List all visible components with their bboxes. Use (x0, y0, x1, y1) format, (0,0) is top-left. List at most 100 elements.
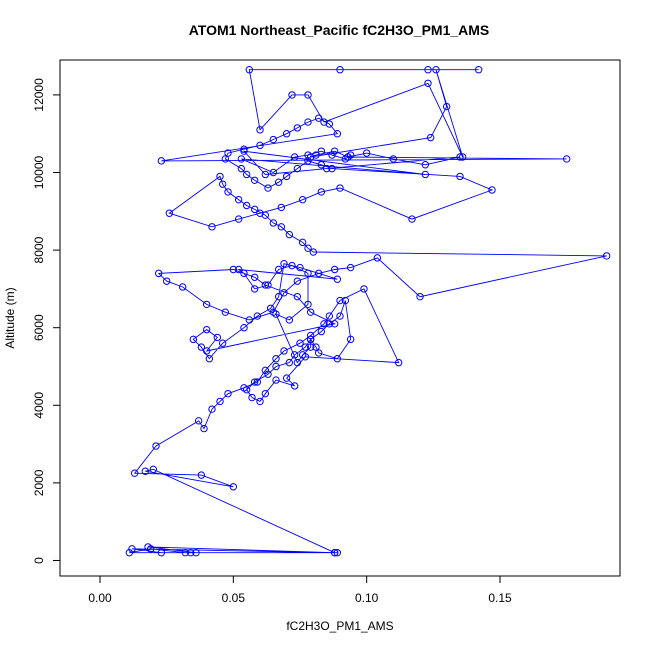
data-point (314, 349, 323, 357)
x-axis-label: fC2H3O_PM1_AMS (286, 619, 393, 633)
data-point (285, 316, 294, 324)
data-point (237, 164, 246, 173)
x-tick-label: 0.05 (222, 591, 246, 605)
data-point (293, 164, 302, 173)
data-point (301, 343, 310, 351)
data-point (240, 323, 248, 332)
data-point (157, 157, 166, 165)
data-point (237, 155, 246, 163)
data-point (389, 155, 398, 163)
data-point (277, 203, 286, 212)
data-point (325, 320, 334, 328)
x-tick-label: 0.00 (88, 591, 112, 605)
data-point (336, 65, 344, 74)
data-point (280, 347, 288, 355)
data-point (269, 135, 278, 144)
data-point (240, 145, 248, 153)
data-point (194, 417, 203, 425)
x-tick-label: 0.15 (488, 591, 512, 605)
y-tick-label: 0 (32, 557, 46, 564)
data-point (253, 378, 262, 386)
data-point (216, 172, 224, 181)
data-point (272, 376, 280, 384)
data-point (242, 386, 251, 394)
data-point (341, 296, 350, 305)
data-point (218, 180, 227, 188)
data-point (282, 130, 291, 138)
data-point (253, 312, 262, 320)
data-point (213, 333, 222, 342)
data-point (280, 289, 288, 297)
data-point (320, 320, 328, 328)
data-point (317, 327, 326, 336)
data-point (130, 469, 139, 477)
data-point (290, 382, 299, 390)
data-point (216, 397, 224, 406)
data-point (269, 219, 278, 227)
y-tick-label: 10000 (32, 156, 46, 190)
data-point (304, 91, 312, 99)
data-point (152, 442, 160, 450)
x-axis: 0.00 0.05 0.10 0.15 (88, 575, 512, 605)
data-point (346, 335, 355, 344)
data-point (296, 339, 304, 347)
data-point (317, 188, 326, 196)
data-point (394, 358, 403, 367)
data-point (192, 549, 200, 557)
data-point (245, 316, 254, 324)
data-point (317, 147, 326, 155)
data-point (298, 238, 307, 247)
point-layer (125, 65, 611, 557)
data-point (242, 170, 251, 179)
chart-title: ATOM1 Northeast_Pacific fC2H3O_PM1_AMS (189, 22, 490, 38)
y-tick-label: 2000 (32, 469, 46, 496)
data-point (488, 186, 496, 194)
data-point (261, 389, 270, 398)
data-point (330, 549, 339, 557)
data-point (128, 545, 136, 553)
data-point (285, 358, 294, 367)
data-point (456, 172, 464, 181)
data-point (274, 178, 283, 186)
data-point (202, 300, 211, 309)
data-point (200, 424, 208, 433)
data-point (234, 215, 243, 223)
data-point (421, 170, 430, 179)
data-point (306, 308, 315, 316)
data-point (261, 170, 270, 179)
y-tick-label: 6000 (32, 314, 46, 341)
data-point (202, 347, 211, 355)
data-point (234, 195, 243, 204)
data-point (309, 248, 318, 256)
data-point (293, 124, 302, 132)
data-point (274, 292, 283, 301)
data-point (282, 374, 291, 382)
data-point (197, 471, 206, 479)
y-tick-label: 4000 (32, 392, 46, 419)
data-point (274, 265, 283, 274)
data-point (256, 126, 264, 134)
y-axis-label: Altitude (m) (3, 287, 17, 348)
data-point (333, 355, 342, 363)
data-point (186, 549, 195, 557)
data-point (330, 265, 339, 274)
data-point (336, 312, 344, 320)
data-point (234, 265, 243, 274)
data-point (298, 351, 307, 359)
data-point (240, 147, 248, 155)
data-point (242, 201, 251, 210)
data-point (269, 308, 278, 316)
data-point (458, 153, 467, 161)
data-point (229, 265, 238, 274)
data-point (181, 549, 190, 557)
data-point (282, 172, 291, 181)
x-tick-label: 0.10 (355, 591, 379, 605)
data-point (144, 543, 152, 551)
series-layer (129, 69, 607, 554)
data-point (346, 263, 355, 272)
data-point (165, 209, 174, 217)
data-point (325, 312, 334, 320)
data-point (154, 269, 163, 278)
data-point (304, 269, 312, 278)
data-point (250, 176, 259, 184)
